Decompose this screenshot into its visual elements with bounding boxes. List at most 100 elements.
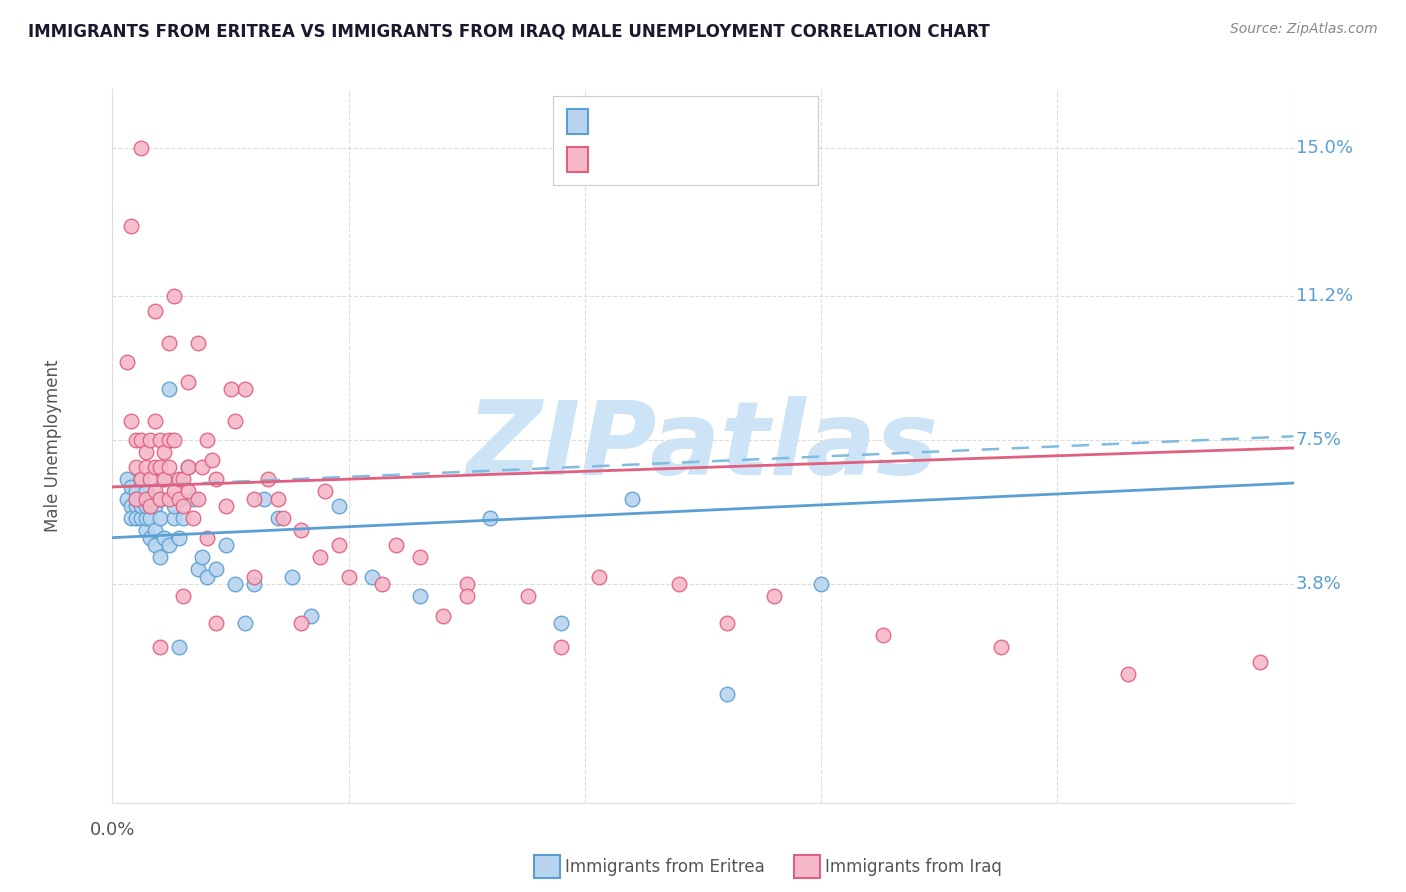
Point	[716, 687, 738, 701]
Point	[195, 569, 218, 583]
Point	[129, 141, 152, 155]
Point	[328, 500, 350, 514]
Point	[129, 472, 152, 486]
Point	[163, 483, 186, 498]
Point	[290, 523, 312, 537]
Point	[135, 523, 157, 537]
Point	[139, 511, 162, 525]
Point	[177, 460, 200, 475]
Point	[120, 480, 142, 494]
Point	[224, 577, 246, 591]
Point	[125, 433, 148, 447]
Point	[810, 577, 832, 591]
Point	[135, 483, 157, 498]
Point	[314, 483, 336, 498]
Point	[115, 472, 138, 486]
Point	[243, 577, 266, 591]
Text: R = 0.035   N = 58: R = 0.035 N = 58	[593, 112, 751, 130]
Point	[186, 562, 208, 576]
Point	[205, 562, 228, 576]
Point	[550, 640, 572, 654]
Point	[153, 472, 176, 486]
Point	[550, 616, 572, 631]
Point	[115, 491, 138, 506]
Point	[149, 491, 172, 506]
Point	[253, 491, 276, 506]
Point	[337, 569, 360, 583]
Point	[157, 460, 180, 475]
Text: R = 0.043   N = 81: R = 0.043 N = 81	[593, 151, 751, 169]
Point	[135, 460, 157, 475]
Point	[149, 550, 172, 565]
Point	[143, 483, 166, 498]
Text: 15.0%: 15.0%	[1296, 138, 1353, 157]
Point	[163, 289, 186, 303]
Point	[153, 472, 176, 486]
Text: Male Unemployment: Male Unemployment	[45, 359, 62, 533]
Point	[143, 538, 166, 552]
Point	[125, 500, 148, 514]
Point	[172, 589, 194, 603]
Text: 3.8%: 3.8%	[1296, 575, 1341, 593]
Point	[125, 491, 148, 506]
Point	[243, 491, 266, 506]
Point	[588, 569, 610, 583]
Point	[149, 511, 172, 525]
Point	[281, 569, 304, 583]
Point	[243, 569, 266, 583]
Point	[191, 460, 214, 475]
Point	[1116, 667, 1139, 681]
Point	[135, 445, 157, 459]
Text: Immigrants from Eritrea: Immigrants from Eritrea	[565, 858, 765, 876]
Point	[143, 304, 166, 318]
Point	[153, 531, 176, 545]
Point	[479, 511, 502, 525]
Point	[139, 491, 162, 506]
Text: 0.0%: 0.0%	[90, 822, 135, 839]
Point	[205, 616, 228, 631]
Point	[167, 472, 190, 486]
Point	[621, 491, 644, 506]
Point	[195, 433, 218, 447]
Point	[153, 445, 176, 459]
Text: Source: ZipAtlas.com: Source: ZipAtlas.com	[1230, 22, 1378, 37]
Point	[233, 616, 256, 631]
Point	[181, 491, 204, 506]
Point	[125, 483, 148, 498]
Text: 7.5%: 7.5%	[1296, 431, 1341, 450]
Point	[195, 531, 218, 545]
Point	[149, 640, 172, 654]
Point	[139, 500, 162, 514]
Point	[157, 383, 180, 397]
Point	[143, 414, 166, 428]
Point	[143, 500, 166, 514]
Point	[191, 550, 214, 565]
Point	[267, 491, 290, 506]
Text: ZIPatlas: ZIPatlas	[467, 395, 939, 497]
Point	[186, 335, 208, 350]
Point	[167, 640, 190, 654]
Point	[181, 511, 204, 525]
Point	[157, 433, 180, 447]
Point	[129, 433, 152, 447]
Point	[668, 577, 690, 591]
Point	[432, 608, 454, 623]
Point	[172, 500, 194, 514]
Point	[328, 538, 350, 552]
Point	[149, 491, 172, 506]
Point	[716, 616, 738, 631]
Point	[120, 511, 142, 525]
Point	[215, 538, 238, 552]
Point	[167, 531, 190, 545]
Point	[456, 589, 478, 603]
Point	[129, 500, 152, 514]
Point	[163, 511, 186, 525]
Point	[267, 511, 290, 525]
Point	[172, 511, 194, 525]
Point	[224, 414, 246, 428]
Point	[135, 511, 157, 525]
Point	[271, 511, 294, 525]
Point	[149, 433, 172, 447]
Point	[408, 550, 430, 565]
Point	[129, 472, 152, 486]
